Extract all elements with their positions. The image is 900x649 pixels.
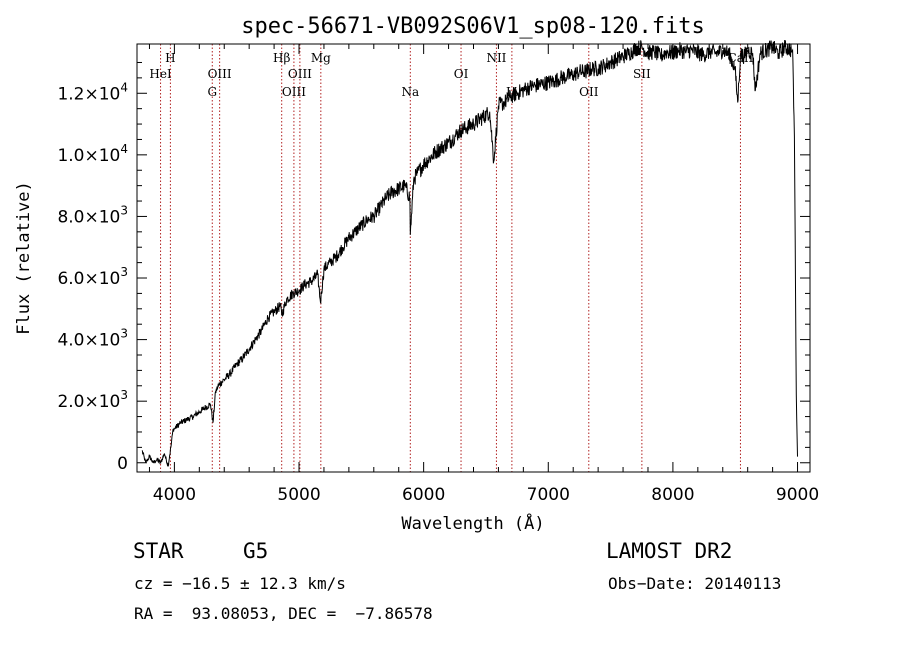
y-tick-exponent: 3 <box>120 265 128 279</box>
axis-ticks: 4000 5000 6000 7000 8000 900002.0×1034.0×1036… <box>57 44 819 505</box>
line-marker-label: OIII <box>208 67 232 81</box>
line-marker-label: HeI <box>149 67 172 81</box>
x-axis-label: Wavelength (Å) <box>401 512 544 534</box>
survey-label: LAMOST DR2 <box>606 539 733 563</box>
x-tick-label: 9000 <box>776 485 819 505</box>
line-marker-label: OII <box>579 85 599 99</box>
line-marker-label: SII <box>633 67 651 81</box>
line-marker-label: Mg <box>311 51 331 65</box>
line-marker-label: Hβ <box>273 51 290 65</box>
y-tick-mantissa: 6.0×10 <box>57 269 120 289</box>
line-marker-label: OIII <box>288 67 312 81</box>
x-tick-label: 6000 <box>402 485 445 505</box>
y-tick-exponent: 3 <box>120 327 128 341</box>
y-tick-label: 4.0×103 <box>57 327 128 351</box>
line-marker-label: OIII <box>282 85 306 99</box>
line-marker-label: Li <box>506 85 518 99</box>
y-tick-label: 1.0×104 <box>57 142 128 166</box>
chart-title: spec-56671-VB092S06V1_sp08-120.fits <box>241 14 705 39</box>
y-tick-label: 8.0×103 <box>57 203 128 227</box>
line-marker-label: G <box>207 85 217 99</box>
line-marker-label: Na <box>401 85 419 99</box>
y-tick-mantissa: 4.0×10 <box>57 331 120 351</box>
y-tick-label: 2.0×103 <box>57 388 128 412</box>
y-tick-mantissa: 1.0×10 <box>57 146 120 166</box>
x-tick-label: 5000 <box>277 485 320 505</box>
x-tick-label: 7000 <box>527 485 570 505</box>
y-tick-mantissa: 8.0×10 <box>57 207 120 227</box>
y-tick-exponent: 3 <box>120 388 128 402</box>
x-tick-label: 4000 <box>153 485 196 505</box>
spectrum-series-line <box>141 39 798 468</box>
y-tick-label: 6.0×103 <box>57 265 128 289</box>
line-marker-label: NII <box>486 51 506 65</box>
y-tick-mantissa: 1.2×10 <box>57 84 120 104</box>
y-tick-label: 0 <box>117 454 128 474</box>
y-tick-exponent: 4 <box>120 80 128 94</box>
x-tick-label: 8000 <box>651 485 694 505</box>
y-tick-label: 1.2×104 <box>57 80 128 104</box>
object-subclass: G5 <box>243 539 269 563</box>
object-class: STAR <box>133 539 184 563</box>
y-tick-mantissa: 2.0×10 <box>57 392 120 412</box>
redshift-text: cz = −16.5 ± 12.3 km/s <box>134 574 346 593</box>
y-tick-mantissa: 0 <box>117 454 128 474</box>
y-tick-exponent: 4 <box>120 142 128 156</box>
line-marker-label: OI <box>454 67 469 81</box>
plot-frame <box>136 43 811 473</box>
obs-date-text: Obs−Date: 20140113 <box>608 574 782 593</box>
coordinates-text: RA = 93.08053, DEC = −7.86578 <box>134 604 433 623</box>
y-axis-label: Flux (relative) <box>14 181 34 335</box>
y-tick-exponent: 3 <box>120 203 128 217</box>
line-marker-label: H <box>165 51 175 65</box>
